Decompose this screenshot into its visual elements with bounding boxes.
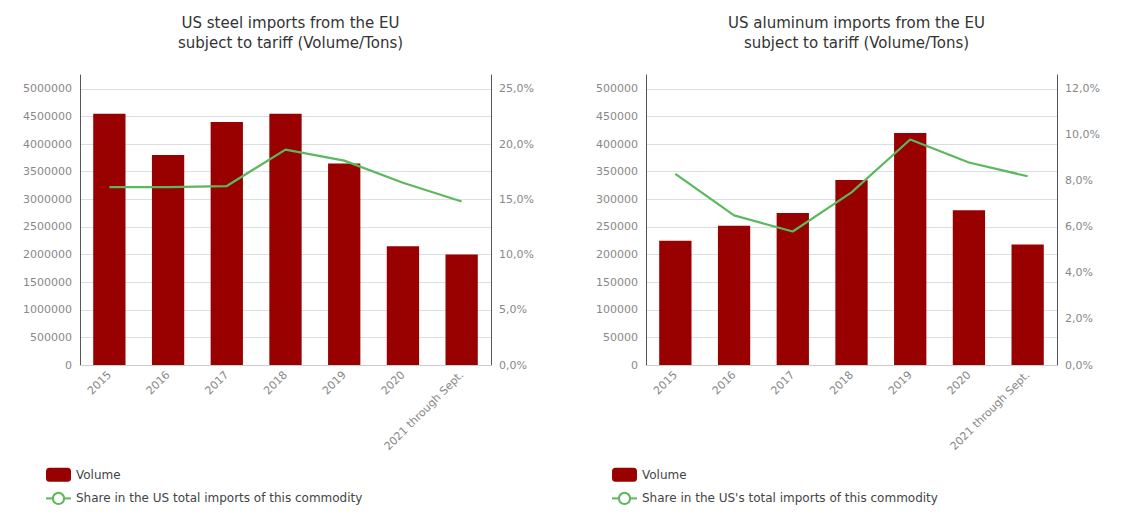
svg-text:Volume: Volume xyxy=(76,468,121,482)
svg-text:2016: 2016 xyxy=(710,368,739,397)
svg-text:Share in the US total imports: Share in the US total imports of this co… xyxy=(76,491,362,505)
svg-text:250000: 250000 xyxy=(596,220,638,233)
svg-text:0: 0 xyxy=(65,359,72,372)
svg-text:1000000: 1000000 xyxy=(23,303,72,316)
svg-text:2,0%: 2,0% xyxy=(1065,312,1093,325)
svg-text:20,0%: 20,0% xyxy=(499,138,534,151)
svg-text:0: 0 xyxy=(631,359,638,372)
svg-text:2015: 2015 xyxy=(651,368,680,397)
svg-text:10,0%: 10,0% xyxy=(499,248,534,261)
svg-text:300000: 300000 xyxy=(596,193,638,206)
svg-text:2000000: 2000000 xyxy=(23,248,72,261)
svg-text:25,0%: 25,0% xyxy=(499,82,534,95)
svg-text:2020: 2020 xyxy=(945,368,974,397)
svg-text:400000: 400000 xyxy=(596,138,638,151)
svg-text:10,0%: 10,0% xyxy=(1065,128,1100,141)
svg-text:3000000: 3000000 xyxy=(23,193,72,206)
svg-text:450000: 450000 xyxy=(596,110,638,123)
svg-text:3500000: 3500000 xyxy=(23,165,72,178)
svg-text:subject to tariff (Volume/Tons: subject to tariff (Volume/Tons) xyxy=(744,34,969,52)
svg-text:4000000: 4000000 xyxy=(23,138,72,151)
svg-text:50000: 50000 xyxy=(603,331,638,344)
svg-text:subject to tariff (Volume/Tons: subject to tariff (Volume/Tons) xyxy=(178,34,403,52)
svg-text:12,0%: 12,0% xyxy=(1065,82,1100,95)
svg-text:Share in the US's total import: Share in the US's total imports of this … xyxy=(642,491,938,505)
svg-text:2017: 2017 xyxy=(768,368,797,397)
svg-text:2017: 2017 xyxy=(202,368,231,397)
svg-text:0,0%: 0,0% xyxy=(1065,359,1093,372)
svg-text:15,0%: 15,0% xyxy=(499,193,534,206)
svg-text:5000000: 5000000 xyxy=(23,82,72,95)
svg-text:2015: 2015 xyxy=(85,368,114,397)
svg-text:0,0%: 0,0% xyxy=(499,359,527,372)
svg-text:8,0%: 8,0% xyxy=(1065,174,1093,187)
svg-text:5,0%: 5,0% xyxy=(499,303,527,316)
svg-text:150000: 150000 xyxy=(596,276,638,289)
svg-text:4500000: 4500000 xyxy=(23,110,72,123)
svg-text:4,0%: 4,0% xyxy=(1065,266,1093,279)
svg-text:2500000: 2500000 xyxy=(23,220,72,233)
svg-text:2018: 2018 xyxy=(827,368,856,397)
svg-text:2018: 2018 xyxy=(261,368,290,397)
svg-text:US aluminum imports from the E: US aluminum imports from the EU xyxy=(728,14,985,32)
svg-text:500000: 500000 xyxy=(596,82,638,95)
svg-text:2016: 2016 xyxy=(144,368,173,397)
svg-text:200000: 200000 xyxy=(596,248,638,261)
svg-text:2019: 2019 xyxy=(320,368,349,397)
svg-text:500000: 500000 xyxy=(30,331,72,344)
svg-text:2020: 2020 xyxy=(379,368,408,397)
svg-text:100000: 100000 xyxy=(596,303,638,316)
svg-text:US steel imports from the EU: US steel imports from the EU xyxy=(182,14,400,32)
svg-text:350000: 350000 xyxy=(596,165,638,178)
svg-text:6,0%: 6,0% xyxy=(1065,220,1093,233)
svg-text:2021 through Sept.: 2021 through Sept. xyxy=(382,368,467,453)
svg-text:2021 through Sept.: 2021 through Sept. xyxy=(948,368,1033,453)
svg-text:Volume: Volume xyxy=(642,468,687,482)
svg-text:1500000: 1500000 xyxy=(23,276,72,289)
svg-text:2019: 2019 xyxy=(886,368,915,397)
